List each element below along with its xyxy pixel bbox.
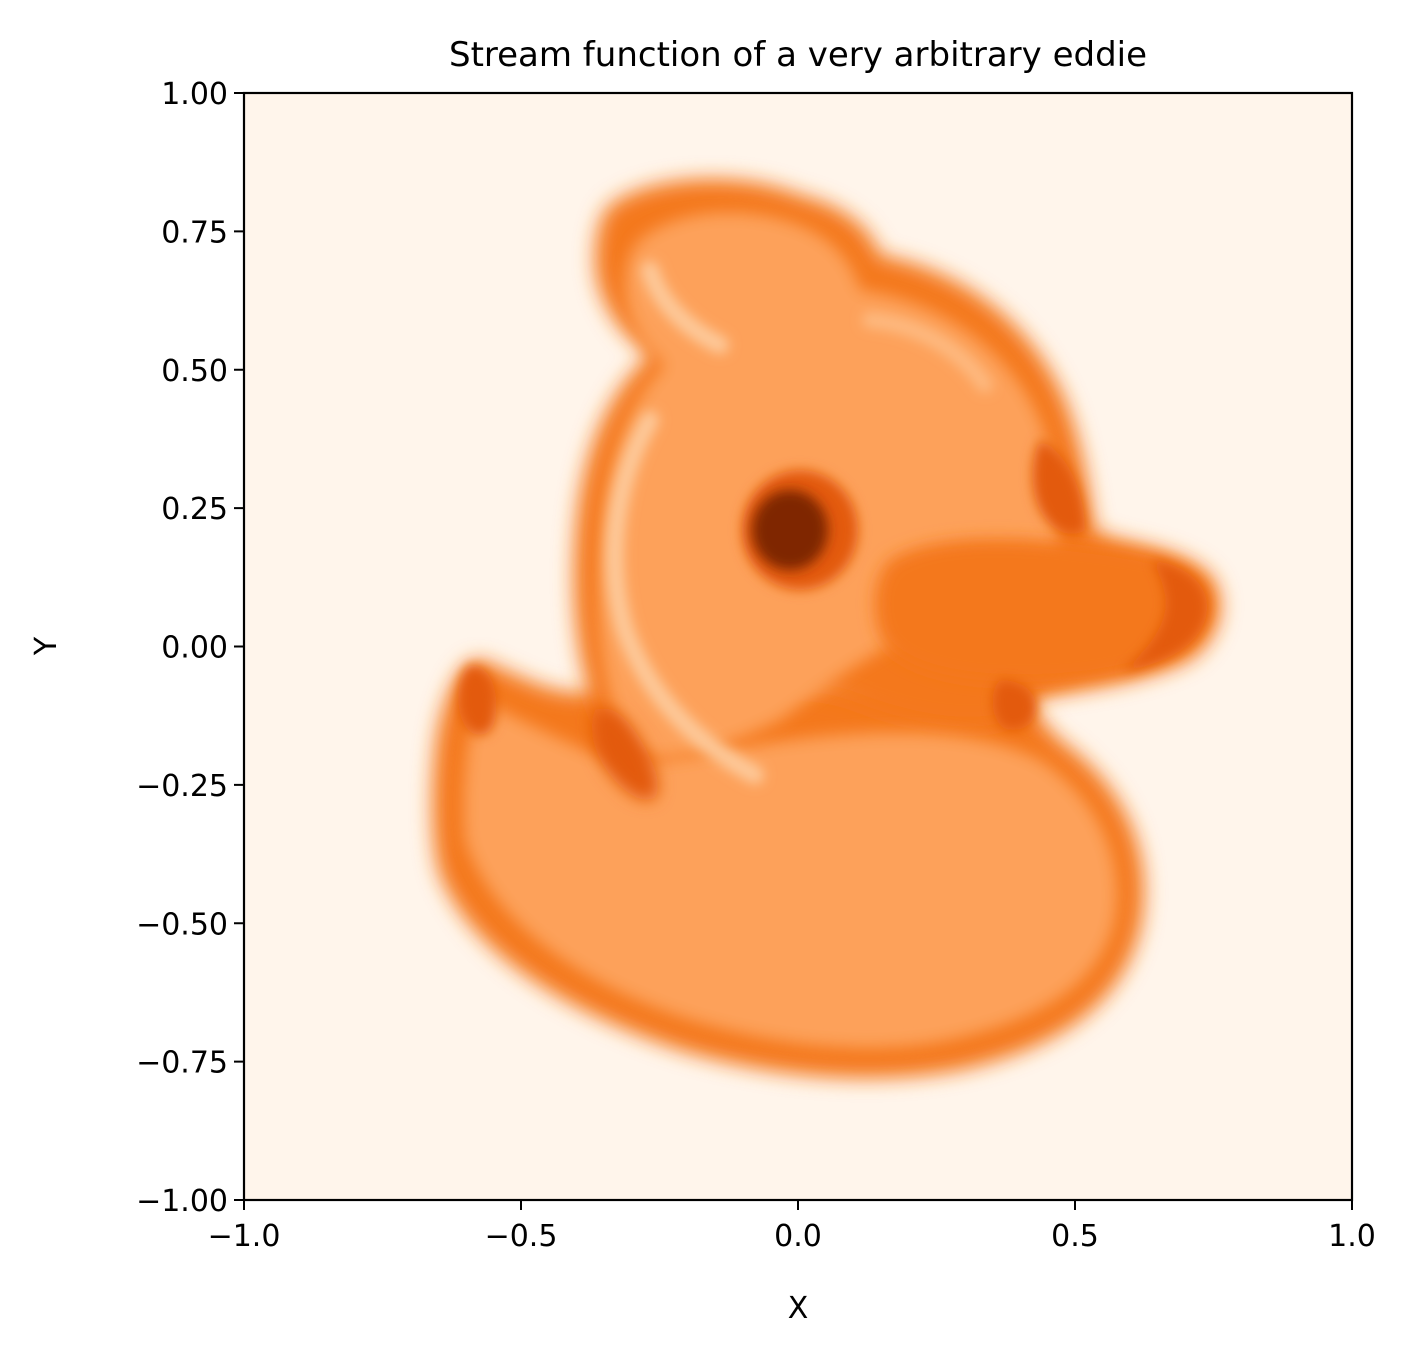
x-axis: −1.0 −0.5 0.0 0.5 1.0 <box>208 1200 1376 1254</box>
heatmap-region-beak-join <box>1032 440 1085 534</box>
x-tick-label: −1.0 <box>208 1219 281 1254</box>
heatmap-region-beak <box>874 538 1208 682</box>
y-tick-label: 0.25 <box>161 492 228 527</box>
heatmap-region-highlight-head <box>862 312 993 393</box>
x-tick-label: −0.5 <box>485 1219 558 1254</box>
heatmap-region-eye <box>752 490 828 570</box>
heatmap-field <box>432 178 1221 1079</box>
y-tick-label: −0.50 <box>136 907 228 942</box>
heatmap-region-highlight-neck <box>605 411 764 784</box>
y-tick-label: −0.75 <box>136 1046 228 1081</box>
y-axis-label: Y <box>29 636 64 656</box>
plot-area <box>242 91 1354 1202</box>
x-axis-label: X <box>788 1291 809 1326</box>
y-tick-label: 0.50 <box>161 354 228 389</box>
heatmap-region-wing-shadow <box>591 708 659 801</box>
y-tick-label: 0.75 <box>161 215 228 250</box>
heatmap-region-highlight-crest <box>641 261 729 354</box>
x-tick-label: 0.0 <box>774 1219 822 1254</box>
y-tick-label: −1.00 <box>136 1184 228 1219</box>
y-tick-label: 0.00 <box>161 631 228 666</box>
x-tick-label: 0.5 <box>1051 1219 1099 1254</box>
heatmap-region-beak-edge <box>1120 560 1208 672</box>
chart-title: Stream function of a very arbitrary eddi… <box>449 35 1147 75</box>
y-axis: 1.00 0.75 0.50 0.25 0.00 −0.25 −0.50 −0.75 −1.00 <box>136 77 244 1219</box>
heatmap-region-chin <box>992 680 1036 731</box>
y-tick-label: 1.00 <box>161 77 228 112</box>
x-tick-label: 1.0 <box>1328 1219 1376 1254</box>
y-tick-label: −0.25 <box>136 769 228 804</box>
heatmap-region-tail-tip <box>458 665 497 735</box>
